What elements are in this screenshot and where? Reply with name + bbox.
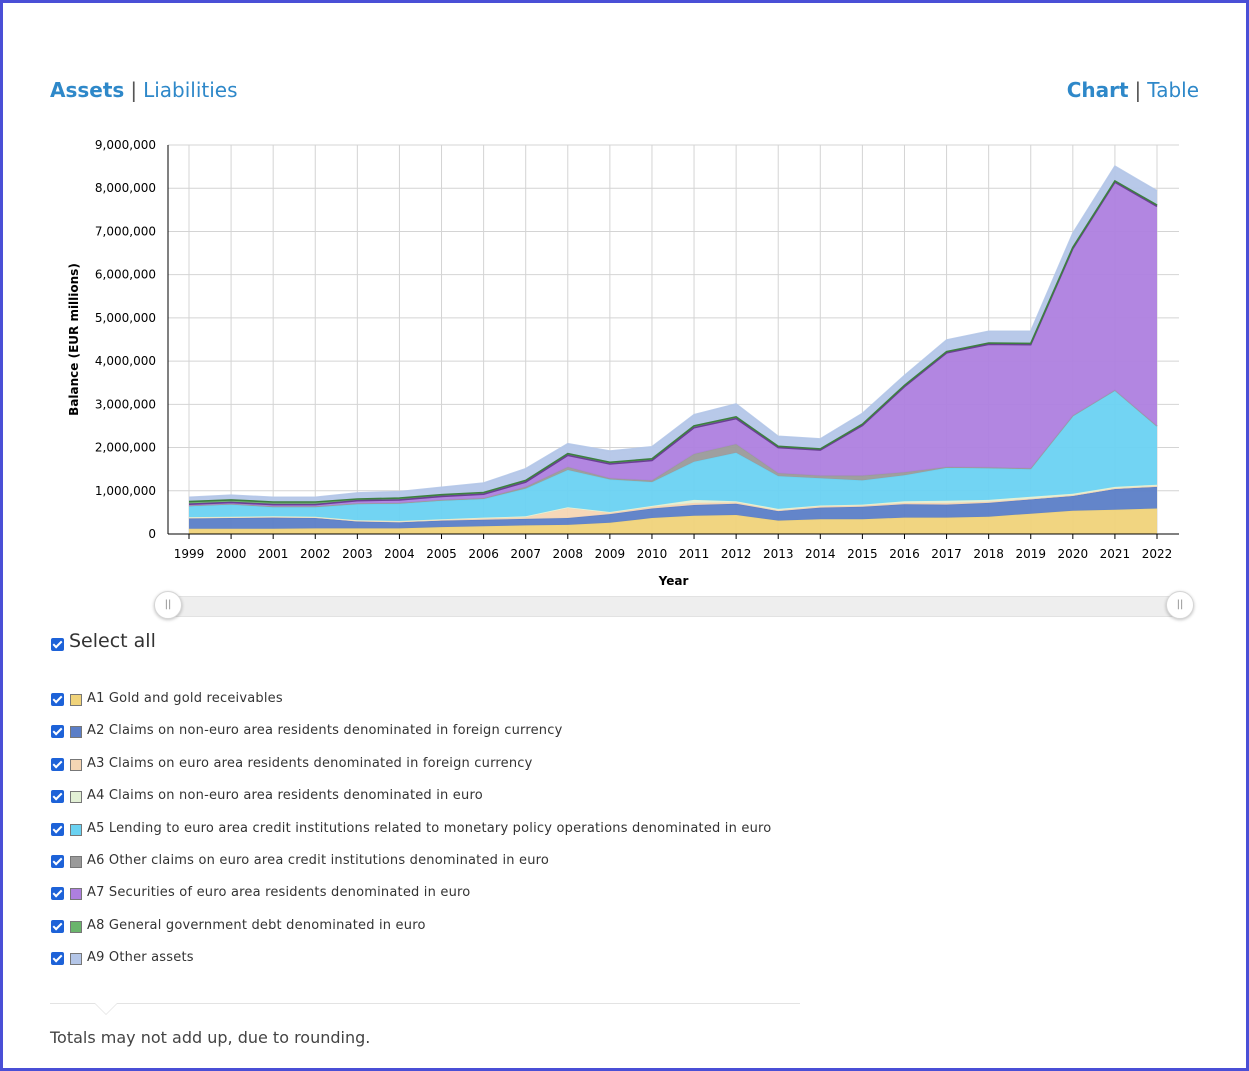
legend-swatch [70,758,82,771]
legend-swatch [70,791,82,804]
x-tick-label: 2018 [973,547,1004,561]
separator: | [130,78,138,102]
series-checkbox[interactable] [51,887,64,901]
assets-tab[interactable]: Assets [50,78,125,102]
x-tick-label: 2005 [426,547,457,561]
legend-label: A6 Other claims on euro area credit inst… [87,853,550,868]
table-tab[interactable]: Table [1147,78,1199,102]
area-series-a5[interactable] [189,390,1157,522]
legend-label: A9 Other assets [87,950,194,966]
y-tick-label: 5,000,000 [95,311,156,325]
select-all-label: Select all [69,630,156,652]
y-tick-label: 4,000,000 [95,354,156,368]
stacked-area-chart: 0 1,000,000 2,000,000 3,000,000 4,000,000 5,0… [67,138,1179,588]
range-slider-start-handle[interactable]: || [154,591,182,619]
y-tick-label: 1,000,000 [95,484,156,498]
series-checkbox[interactable] [51,725,64,739]
x-tick-label: 2013 [763,547,794,561]
y-tick-label: 7,000,000 [95,224,156,238]
legend-label: A3 Claims on euro area residents denomin… [87,755,533,771]
select-all-checkbox[interactable] [51,638,64,651]
y-tick-label: 9,000,000 [95,138,156,152]
series-outline-a8 [188,179,1158,503]
footnote: Totals may not add up, due to rounding. [50,1028,371,1047]
legend-label: A5 Lending to euro area credit instituti… [87,820,772,836]
y-tick-label: 8,000,000 [95,181,156,195]
area-series-a7[interactable] [189,182,1157,507]
x-tick-label: 2010 [637,547,668,561]
series-checkbox[interactable] [51,757,64,771]
x-tick-label: 2011 [679,547,710,561]
x-tick-label: 2006 [468,547,499,561]
y-tick-label: 3,000,000 [95,397,156,411]
x-tick-label: 2014 [805,547,836,561]
x-tick-label: 2020 [1058,547,1089,561]
range-slider-end-handle[interactable]: || [1166,591,1194,619]
legend-label: A8 General government debt denominated i… [87,917,426,933]
x-tick-label: 2021 [1100,547,1131,561]
area-series-line-a1 [189,507,1158,530]
divider [50,1003,800,1004]
display-mode-toggle: Chart | Table [1067,78,1199,102]
legend-swatch [70,823,82,836]
x-tick-label: 2007 [510,547,541,561]
x-tick-label: 2000 [216,547,247,561]
legend-swatch [70,920,82,933]
x-tick-label: 2016 [889,547,920,561]
legend-label: A1 Gold and gold receivables [87,691,283,706]
x-tick-label: 2015 [847,547,878,561]
x-tick-label: 2008 [553,547,584,561]
x-tick-label: 2003 [342,547,373,561]
separator: | [1134,78,1142,102]
x-tick-label: 1999 [174,547,205,561]
x-tick-label: 2019 [1015,547,1046,561]
series-checkbox[interactable] [51,855,64,868]
chart-areas [188,165,1158,534]
area-series-a2[interactable] [189,486,1157,529]
series-outline-a7 [188,181,1158,506]
y-tick-label: 2,000,000 [95,441,156,455]
area-series-line-a9 [188,165,1158,499]
x-tick-label: 2001 [258,547,289,561]
legend-swatch [70,953,82,966]
y-axis-title: Balance (EUR millions) [67,263,81,416]
legend-label: A7 Securities of euro area residents den… [87,885,471,901]
legend-label: A2 Claims on non-euro area residents den… [87,723,563,739]
y-tick-label: 6,000,000 [95,268,156,282]
legend-swatch [70,888,82,901]
x-tick-label: 2012 [721,547,752,561]
chart-tab[interactable]: Chart [1066,78,1129,102]
x-tick-label: 2004 [384,547,415,561]
legend-label: A4 Claims on non-euro area residents den… [87,788,483,804]
x-tick-label: 2002 [300,547,331,561]
legend-swatch [70,856,82,868]
y-tick-label: 0 [148,527,156,541]
x-tick-label: 2017 [931,547,962,561]
series-checkbox[interactable] [51,919,64,933]
data-view-toggle: Assets | Liabilities [50,78,238,102]
legend-swatch [70,694,82,706]
x-tick-label: 2009 [595,547,626,561]
chart-axes: 0 1,000,000 2,000,000 3,000,000 4,000,000 5,0… [95,138,1179,561]
series-checkbox[interactable] [51,822,64,836]
x-axis-title: Year [658,574,689,588]
liabilities-tab[interactable]: Liabilities [143,78,238,102]
range-slider-track[interactable] [168,596,1180,617]
area-series-a9[interactable] [189,166,1157,502]
x-tick-label: 2022 [1142,547,1173,561]
series-checkbox[interactable] [51,952,64,966]
legend-swatch [70,726,82,739]
series-checkbox[interactable] [51,790,64,804]
series-checkbox[interactable] [51,693,64,706]
